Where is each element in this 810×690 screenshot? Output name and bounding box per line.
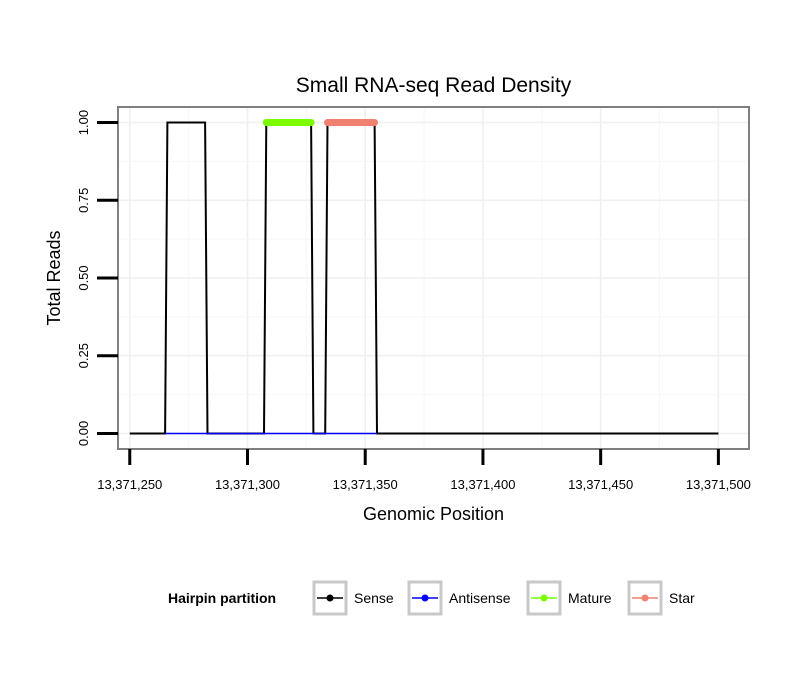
y-axis-title: Total Reads [44,230,64,325]
x-axis-title: Genomic Position [363,504,504,524]
legend-key-point [421,594,429,602]
y-tick-label: 0.75 [76,188,91,213]
legend-label-antisense: Antisense [449,590,511,606]
y-tick-label: 1.00 [76,110,91,135]
y-tick-label: 0.50 [76,265,91,290]
x-tick-label: 13,371,300 [215,477,280,492]
legend-label-mature: Mature [568,590,612,606]
x-tick-label: 13,371,450 [568,477,633,492]
legend-key-point [641,594,649,602]
x-tick-label: 13,371,500 [686,477,751,492]
legend-label-star: Star [669,590,695,606]
chart-title: Small RNA-seq Read Density [296,74,572,97]
grid [118,107,749,449]
x-tick-label: 13,371,400 [450,477,515,492]
legend-key-point [326,594,334,602]
legend-label-sense: Sense [354,590,394,606]
y-tick-label: 0.25 [76,343,91,368]
legend-key-point [540,594,548,602]
axes: 13,371,250 13,371,300 13,371,350 13,371,400… [76,110,751,492]
x-tick-label: 13,371,250 [97,477,162,492]
y-tick-label: 0.00 [76,421,91,446]
plot-series [129,119,719,435]
legend: Hairpin partition Sense Antisense Mature St… [168,580,695,616]
legend-title: Hairpin partition [168,590,276,606]
x-tick-label: 13,371,350 [333,477,398,492]
